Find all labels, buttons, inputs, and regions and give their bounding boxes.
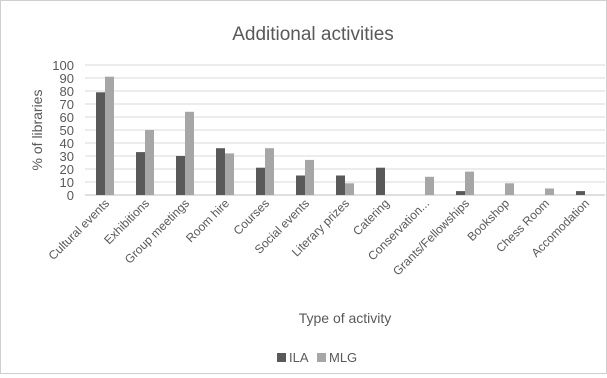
y-tick-label: 70 <box>60 97 74 112</box>
bars <box>96 76 585 195</box>
chart-title: Additional activities <box>232 24 394 45</box>
bar-ila <box>576 191 585 195</box>
bar-mlg <box>105 76 114 195</box>
y-tick-label: 30 <box>60 149 74 164</box>
x-tick-label: Grants/Fellowships <box>390 196 472 278</box>
bar-mlg <box>545 188 554 195</box>
legend: ILA MLG <box>277 350 357 365</box>
bar-mlg <box>345 183 354 195</box>
x-tick-label: Room hire <box>183 196 232 245</box>
y-tick-label: 100 <box>52 58 74 73</box>
y-tick-label: 90 <box>60 71 74 86</box>
bar-mlg <box>145 130 154 195</box>
bar-ila <box>296 175 305 195</box>
bar-mlg <box>425 176 434 195</box>
bar-mlg <box>265 148 274 195</box>
x-tick-label: Cultural events <box>46 196 113 263</box>
bar-mlg <box>225 153 234 195</box>
legend-label: ILA <box>289 350 309 365</box>
bar-ila <box>96 92 105 195</box>
y-tick-label: 50 <box>60 123 74 138</box>
bar-mlg <box>505 183 514 195</box>
bar-mlg <box>465 171 474 195</box>
y-tick-label: 60 <box>60 110 74 125</box>
bar-ila <box>376 167 385 195</box>
legend-swatch <box>277 353 286 362</box>
bar-ila <box>336 175 345 195</box>
bar-ila <box>216 148 225 195</box>
y-tick-label: 10 <box>60 175 74 190</box>
bar-mlg <box>185 111 194 195</box>
bar-ila <box>256 167 265 195</box>
y-tick-label: 20 <box>60 162 74 177</box>
y-tick-label: 80 <box>60 84 74 99</box>
y-tick-label: 40 <box>60 136 74 151</box>
y-axis-title: % of libraries <box>29 90 45 171</box>
x-axis-title: Type of activity <box>299 310 392 326</box>
bar-ila <box>176 156 185 195</box>
bar-ila <box>456 191 465 195</box>
gridlines <box>85 64 605 196</box>
y-tick-label: 0 <box>67 188 74 203</box>
bar-mlg <box>305 159 314 195</box>
legend-label: MLG <box>329 350 357 365</box>
bar-ila <box>136 152 145 195</box>
legend-swatch <box>317 353 326 362</box>
